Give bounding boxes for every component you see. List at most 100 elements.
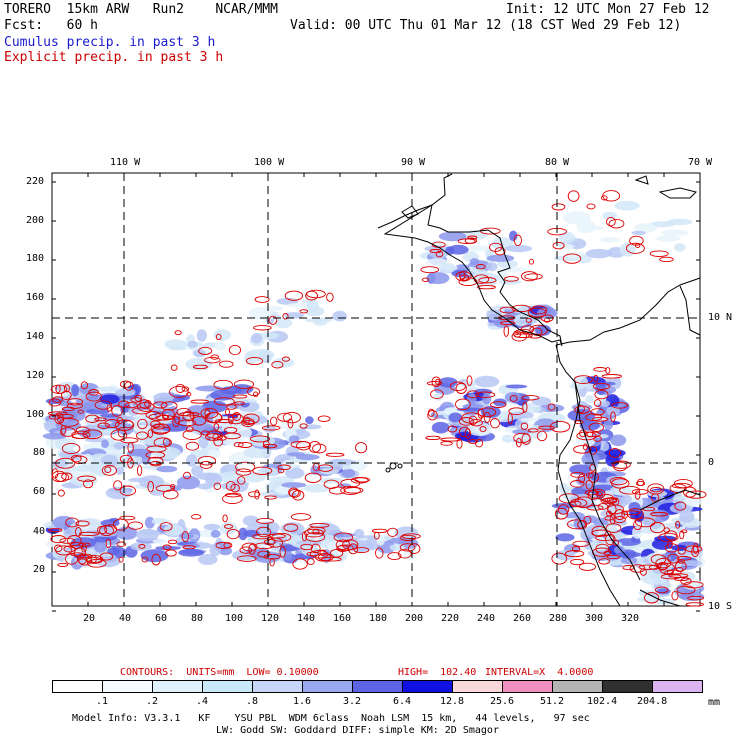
- precip-contour: [175, 383, 186, 393]
- precip-contour: [117, 427, 126, 438]
- precip-contour: [602, 190, 621, 202]
- precip-contour: [521, 395, 540, 401]
- precip-contour: [551, 203, 566, 211]
- precip-contour: [429, 249, 442, 254]
- precip-contour: [61, 442, 81, 455]
- precip-contour: [371, 528, 388, 534]
- precip-cell: [341, 468, 356, 478]
- precip-contour: [50, 535, 67, 544]
- precip-contour: [101, 465, 117, 476]
- precip-contour: [53, 544, 63, 553]
- precip-contour: [77, 475, 96, 482]
- precip-contour: [466, 390, 480, 399]
- precip-cell: [509, 230, 518, 242]
- precip-contour: [283, 523, 299, 532]
- precip-cell: [193, 349, 206, 358]
- precip-cell: [602, 211, 618, 220]
- precip-contour: [235, 468, 252, 476]
- precip-contour: [226, 404, 237, 410]
- precip-contour: [59, 418, 79, 427]
- precip-contour: [78, 542, 91, 547]
- precip-contour: [192, 416, 207, 426]
- precip-contour: [204, 356, 221, 364]
- precip-contour: [455, 382, 467, 394]
- precip-cell: [179, 532, 195, 539]
- precip-cell: [632, 526, 644, 539]
- contour-high: HIGH= 102.40: [398, 667, 477, 678]
- precip-contour: [219, 360, 234, 368]
- colorbar-swatch: [502, 680, 553, 693]
- precip-cell: [599, 400, 611, 407]
- precip-contour: [190, 399, 210, 404]
- precip-contour: [654, 586, 669, 594]
- precip-contour: [605, 367, 611, 374]
- precip-contour: [435, 250, 444, 258]
- precip-contour: [145, 410, 161, 419]
- precip-cell: [480, 405, 501, 418]
- precip-cell: [114, 441, 124, 450]
- precip-cell: [84, 549, 96, 555]
- precip-contour: [426, 381, 443, 386]
- precip-contour: [430, 389, 444, 400]
- precip-contour: [554, 507, 569, 520]
- precip-contour: [606, 497, 618, 503]
- precip-contour: [150, 420, 161, 428]
- precip-contour: [455, 271, 472, 282]
- precip-contour: [279, 546, 286, 558]
- precip-contour: [676, 585, 696, 595]
- precip-contour: [317, 415, 331, 422]
- precip-cell: [304, 306, 325, 317]
- precip-contour: [52, 396, 63, 403]
- precip-cell: [431, 421, 450, 434]
- x-tick-label: 200: [405, 613, 424, 624]
- precip-cell: [263, 425, 276, 433]
- colorbar-level-label: 25.6: [490, 696, 515, 707]
- precip-contour: [567, 519, 586, 530]
- precip-contour: [242, 413, 260, 425]
- colorbar-swatch: [202, 680, 253, 693]
- precip-cell: [303, 484, 331, 493]
- precip-contour: [290, 513, 312, 521]
- precip-cell: [243, 414, 268, 425]
- precip-cell: [283, 549, 292, 562]
- precip-contour: [225, 480, 236, 491]
- precip-contour: [270, 416, 278, 426]
- precip-contour: [300, 543, 314, 551]
- precip-cell: [456, 407, 484, 412]
- precip-contour: [667, 539, 673, 549]
- precip-contour: [111, 405, 123, 417]
- precip-cell: [191, 465, 204, 477]
- top-axis-label: 80 W: [545, 157, 570, 168]
- y-tick-label: 140: [26, 331, 45, 342]
- precip-contour: [249, 435, 271, 443]
- physics-info: LW: Godd SW: Goddard DIFF: simple KM: 2D…: [216, 725, 499, 736]
- precip-contour: [527, 307, 547, 318]
- precip-contour: [490, 418, 500, 429]
- precip-contour: [355, 442, 368, 454]
- forecast-hour: Fcst: 60 h: [4, 18, 98, 33]
- precip-contour: [401, 533, 421, 540]
- precip-contour: [679, 530, 685, 540]
- precip-contour: [500, 321, 516, 326]
- precip-contour: [323, 479, 340, 489]
- precip-cell: [531, 396, 552, 406]
- precip-cell: [628, 502, 641, 513]
- precip-contour: [610, 411, 616, 422]
- precip-cell: [198, 554, 218, 565]
- y-tick-label: 120: [26, 370, 45, 381]
- precip-contour: [48, 398, 62, 407]
- precip-contour: [691, 545, 700, 558]
- precip-contour: [263, 554, 281, 560]
- y-tick-label: 200: [26, 215, 45, 226]
- precip-cell: [502, 434, 514, 443]
- precip-contour: [625, 242, 645, 254]
- precip-contour: [582, 443, 588, 451]
- precip-cell: [185, 357, 213, 371]
- precip-cell: [214, 341, 226, 352]
- precip-cell: [445, 246, 455, 256]
- precip-contour: [399, 534, 417, 541]
- precip-contour: [288, 487, 300, 498]
- precip-contour: [562, 253, 582, 264]
- precip-cell: [286, 302, 313, 308]
- precip-cell: [448, 412, 463, 423]
